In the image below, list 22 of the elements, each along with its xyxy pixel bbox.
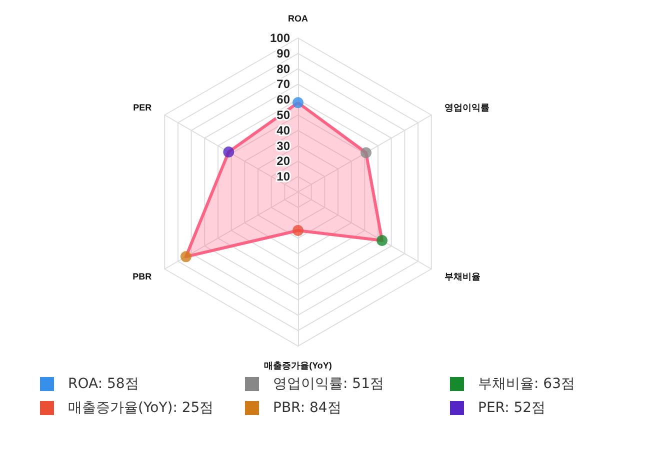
y-tick-label: 60 (276, 92, 290, 107)
text: 영업이익률: 51점 (273, 375, 384, 393)
y-tick-label: 70 (276, 77, 290, 92)
y-tick-label: 90 (276, 46, 290, 60)
text: ROA: 58점 (68, 375, 139, 393)
spoke-label: ROA (288, 14, 308, 24)
y-tick-label: 100 (270, 31, 290, 45)
text: 부채비율: 63점 (478, 375, 575, 393)
y-tick-label: 20 (276, 154, 290, 168)
text: PBR: 84점 (273, 399, 342, 417)
spoke-label: 영업이익률 (444, 102, 490, 112)
spoke-label: PBR (132, 272, 152, 282)
y-tick-label: 10 (276, 170, 290, 184)
y-tick-label: 80 (276, 62, 290, 76)
text: PER: 52점 (478, 399, 546, 417)
y-tick-label: 40 (276, 123, 290, 138)
y-tick-label: 50 (276, 108, 290, 122)
spoke-label: 부채비율 (444, 272, 480, 282)
spoke-label: PER (133, 102, 152, 112)
text: 매출증가율(YoY): 25점 (68, 399, 214, 417)
y-tick-label: 30 (276, 138, 290, 153)
spoke-label: 매출증가율(YoY) (264, 360, 332, 370)
